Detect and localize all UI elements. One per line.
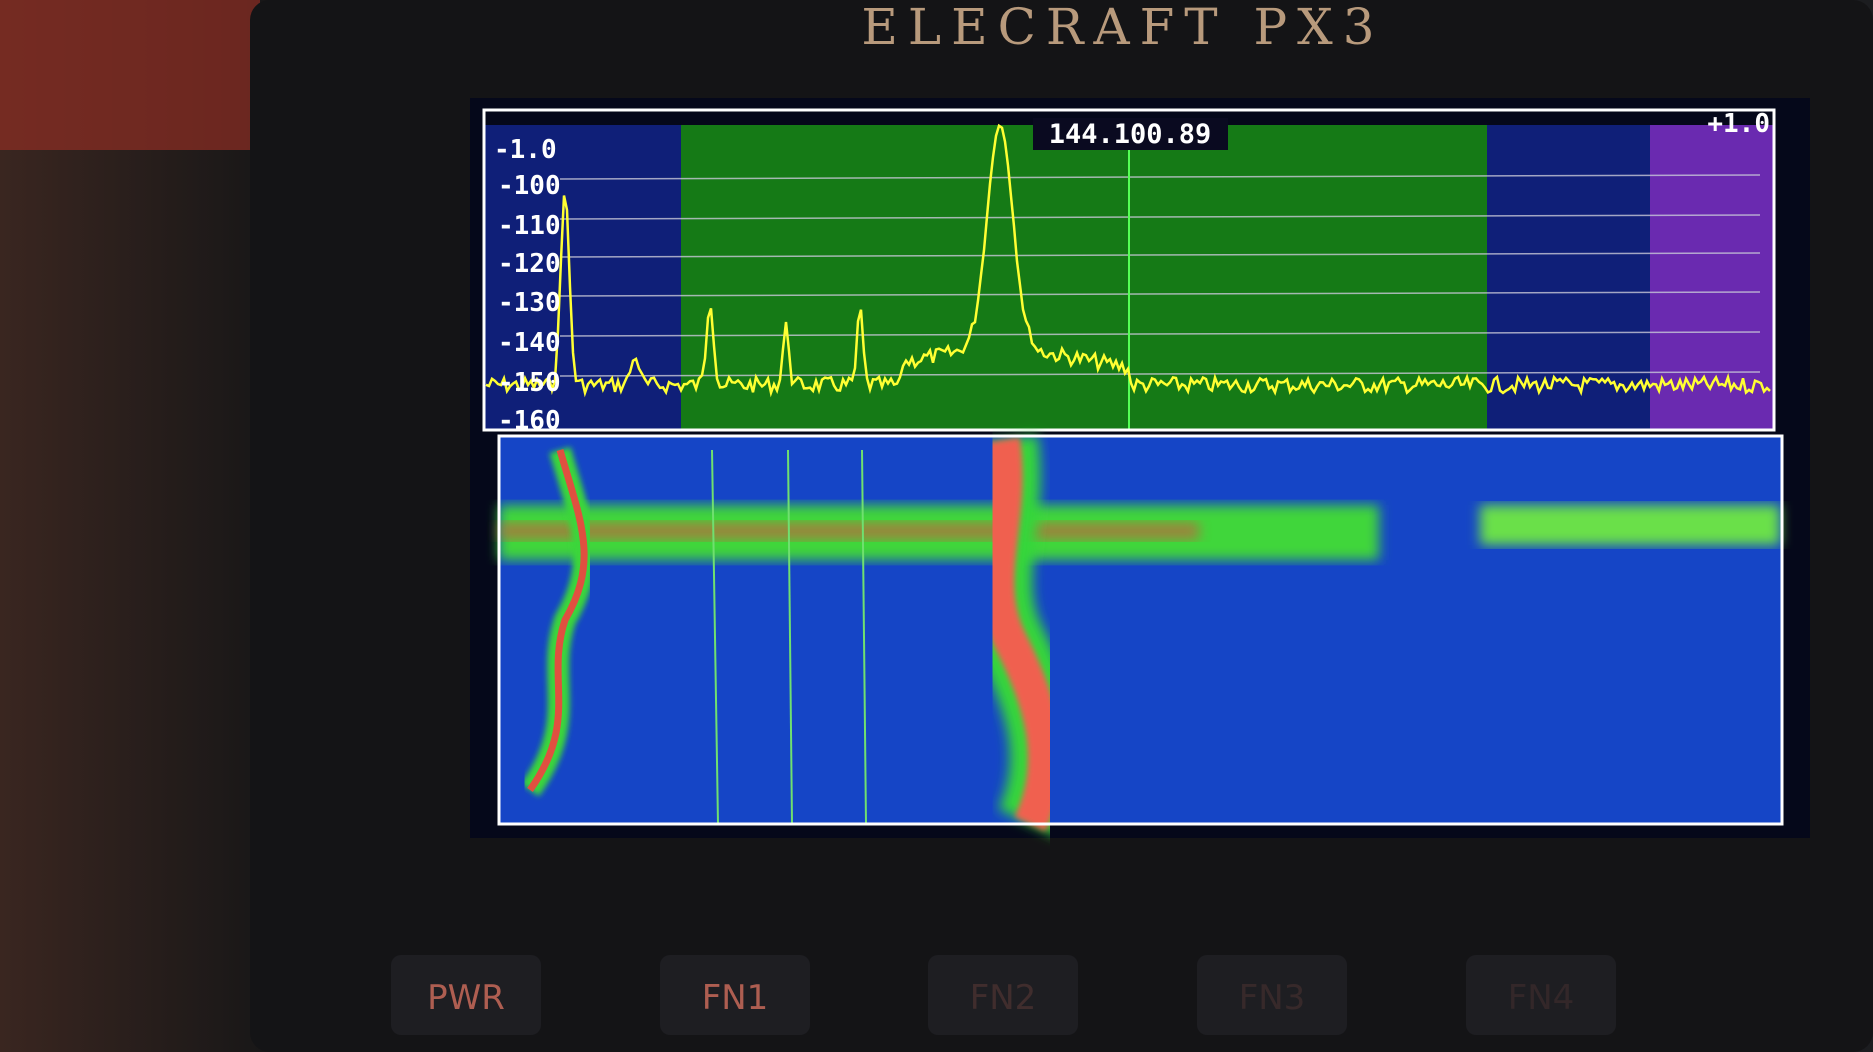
- wf-band-right: [1480, 505, 1780, 545]
- level-label: -160: [498, 406, 561, 436]
- button-label: PWR: [427, 978, 505, 1018]
- button-label: FN2: [970, 978, 1037, 1018]
- wf-band-core: [499, 522, 1199, 540]
- span-right: +1.0: [1707, 109, 1770, 139]
- background-red: [0, 0, 260, 150]
- level-label: -120: [498, 249, 561, 279]
- spectrum: -1.0 +1.0 144.100.89 -100 -110 -120 -130 -14…: [484, 109, 1774, 436]
- level-label: -100: [498, 171, 561, 201]
- level-label: -150: [498, 368, 561, 398]
- button-label: FN1: [702, 978, 769, 1018]
- level-label: -110: [498, 211, 561, 241]
- waterfall: [499, 436, 1782, 824]
- button-label: FN4: [1508, 978, 1575, 1018]
- brand: ELECRAFT PX3: [861, 0, 1384, 56]
- waterfall-shade: [499, 436, 1782, 824]
- level-label: -140: [498, 328, 561, 358]
- button-label: FN3: [1239, 978, 1306, 1018]
- photo: ELECRAFT PX3 -1.0 +1.0 144.100.89 -100-1…: [0, 0, 1873, 1052]
- frequency: 144.100.89: [1049, 119, 1212, 150]
- span-left: -1.0: [494, 135, 557, 165]
- level-label: -130: [498, 288, 561, 318]
